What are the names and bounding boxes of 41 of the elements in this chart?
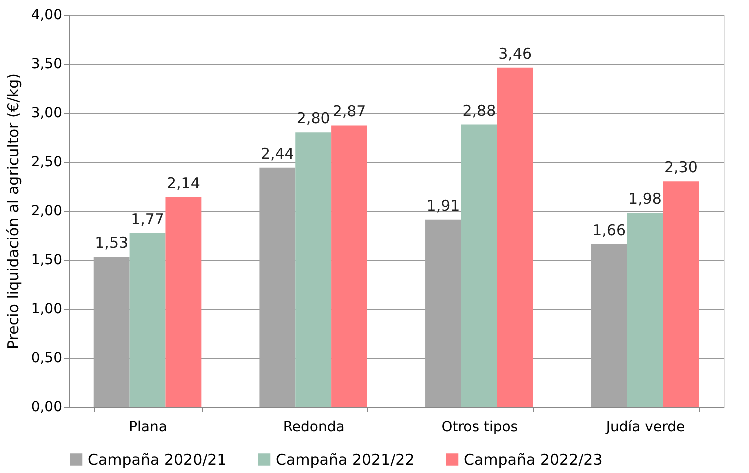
data-label: 2,80	[296, 110, 330, 128]
x-tick-label: Otros tipos	[442, 420, 518, 436]
x-tick-label: Redonda	[283, 420, 345, 436]
data-label: 3,46	[498, 44, 532, 63]
data-label: 1,98	[628, 190, 662, 208]
legend-label: Campaña 2022/23	[464, 450, 603, 469]
data-label: 2,14	[166, 174, 200, 192]
bar	[130, 234, 166, 407]
x-tick-label: Plana	[129, 420, 168, 436]
data-label: 2,88	[462, 102, 496, 120]
data-label: 2,44	[260, 144, 294, 163]
y-tick-label: 0,00	[31, 400, 62, 416]
bar	[94, 257, 130, 407]
y-tick-label: 2,00	[31, 204, 62, 220]
y-tick-label: 2,50	[31, 154, 62, 170]
data-label: 1,91	[426, 196, 460, 215]
bar	[332, 126, 368, 407]
bar	[497, 68, 534, 407]
legend-label: Campaña 2021/22	[276, 450, 415, 469]
y-tick-label: 4,00	[31, 8, 62, 24]
bar	[260, 168, 296, 407]
y-tick-label: 0,50	[31, 350, 62, 366]
data-label: 1,66	[592, 221, 626, 240]
bar	[426, 220, 462, 407]
data-label: 2,30	[664, 158, 698, 177]
bar	[296, 132, 332, 407]
bar	[663, 182, 700, 407]
bar	[591, 244, 628, 407]
y-tick-label: 1,00	[31, 302, 62, 318]
data-label: 1,53	[95, 234, 129, 252]
y-axis-title: Precio liquidación al agricultor (€/kg)	[4, 74, 22, 350]
bar	[627, 212, 664, 407]
bar	[166, 197, 202, 407]
bar	[461, 124, 498, 407]
data-label: 1,77	[131, 210, 164, 229]
data-label: 2,87	[332, 102, 366, 121]
legend-label: Campaña 2020/21	[88, 450, 227, 469]
x-tick-label: Judía verde	[605, 420, 686, 436]
y-tick-label: 1,50	[31, 252, 62, 268]
y-tick-label: 3,50	[31, 56, 62, 72]
y-tick-label: 3,00	[31, 106, 62, 122]
